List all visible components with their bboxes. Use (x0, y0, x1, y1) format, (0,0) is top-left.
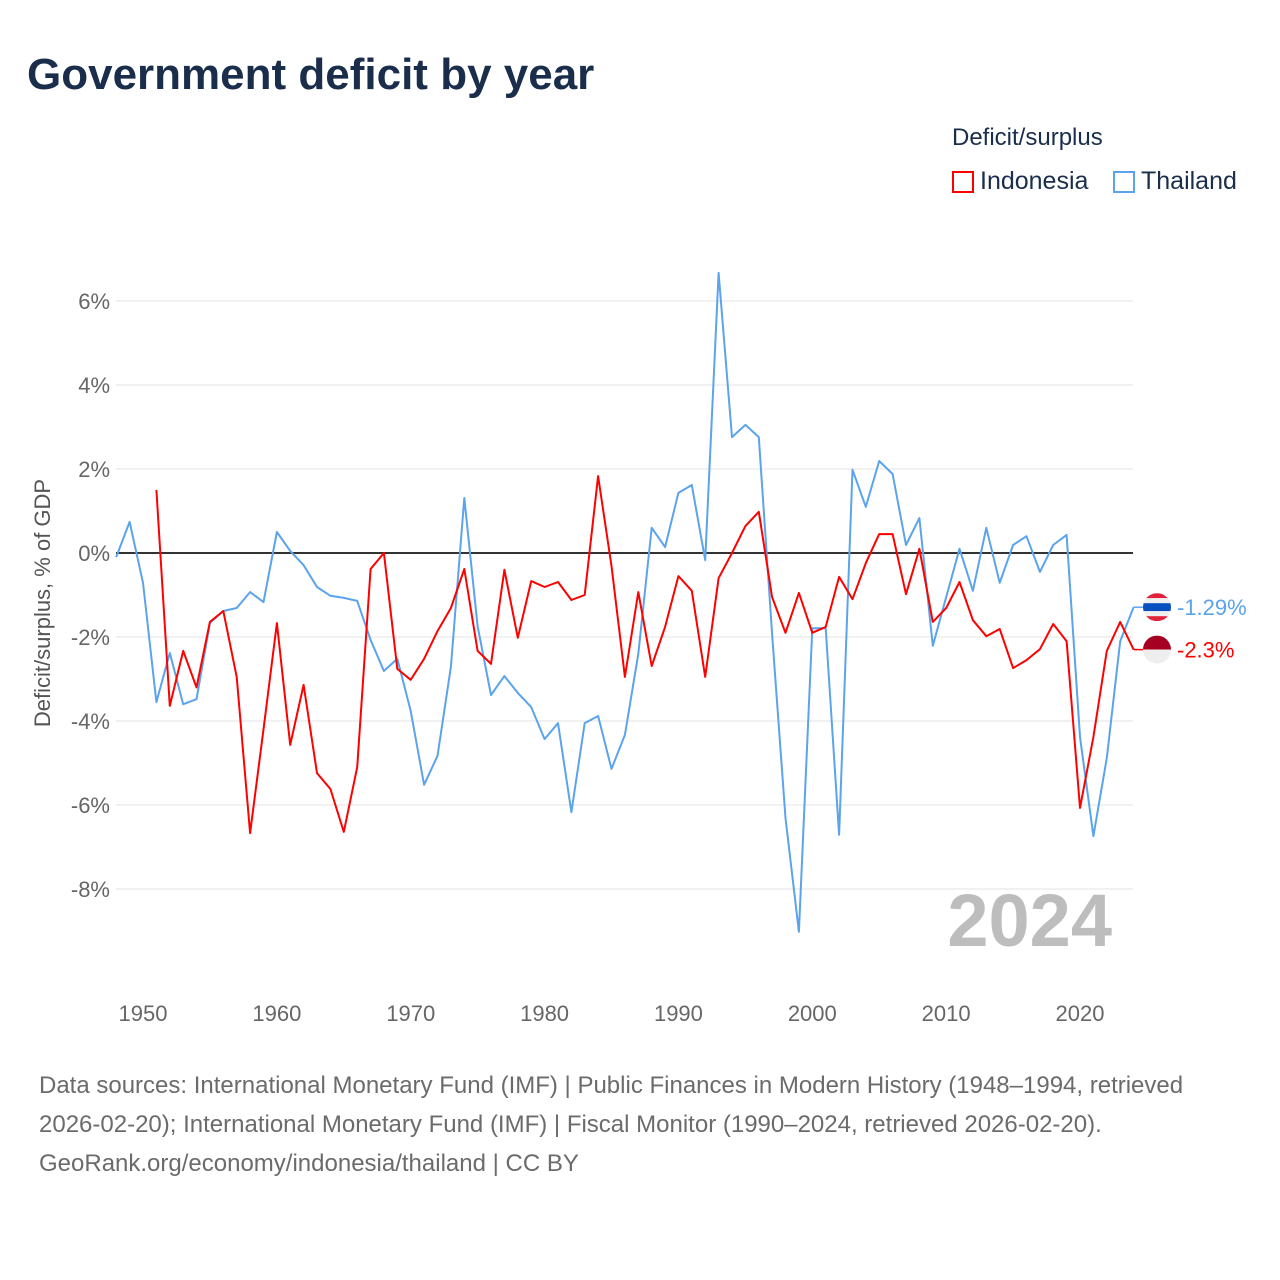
x-tick-label: 1970 (386, 1001, 435, 1026)
footer: Data sources: International Monetary Fun… (39, 1066, 1239, 1183)
legend-swatch-indonesia (952, 170, 974, 193)
data-sources: Data sources: International Monetary Fun… (39, 1072, 1184, 1138)
legend-title: Deficit/surplus (952, 124, 1103, 151)
end-value-label-indonesia: -2.3% (1177, 638, 1234, 663)
x-tick-label: 1990 (654, 1001, 703, 1026)
series-line-indonesia (155, 475, 1135, 835)
x-tick-label: 1950 (119, 1001, 168, 1026)
legend-item-indonesia[interactable]: Indonesia (952, 167, 1088, 196)
y-tick-label: 2% (78, 457, 110, 482)
end-value-label-thailand: -1.29% (1177, 595, 1247, 620)
y-tick-label: 0% (78, 541, 110, 566)
legend-item-thailand[interactable]: Thailand (1113, 167, 1237, 196)
chart-title: Government deficit by year (27, 50, 595, 99)
y-tick-label: -6% (71, 793, 110, 818)
legend-label: Indonesia (980, 167, 1089, 195)
y-tick-label: 4% (78, 373, 110, 398)
y-axis-label: Deficit/surplus, % of GDP (30, 479, 55, 727)
x-tick-label: 2000 (788, 1001, 837, 1026)
year-watermark: 2024 (947, 879, 1112, 962)
credit-link[interactable]: GeoRank.org/economy/indonesia/thailand |… (39, 1150, 579, 1177)
y-tick-label: -4% (71, 709, 110, 734)
legend-swatch-thailand (1113, 170, 1135, 193)
series-line-thailand (115, 271, 1135, 933)
indonesia-flag-icon (1143, 635, 1171, 664)
x-tick-label: 2020 (1056, 1001, 1105, 1026)
thailand-flag-icon (1143, 593, 1171, 622)
y-tick-label: 6% (78, 289, 110, 314)
x-tick-label: 2010 (922, 1001, 971, 1026)
y-tick-label: -8% (71, 877, 110, 902)
legend-label: Thailand (1141, 167, 1237, 195)
x-tick-label: 1960 (252, 1001, 301, 1026)
y-tick-label: -2% (71, 625, 110, 650)
x-tick-label: 1980 (520, 1001, 569, 1026)
